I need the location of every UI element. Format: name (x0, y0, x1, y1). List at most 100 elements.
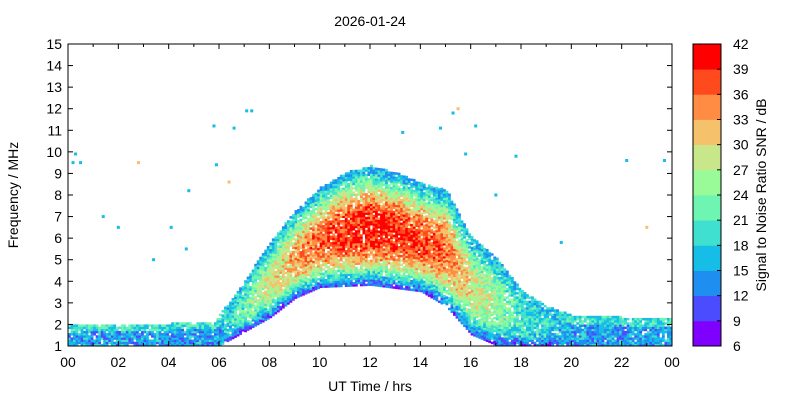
heatmap-cell (309, 201, 313, 204)
heatmap-cell (118, 339, 122, 342)
heatmap-cell (435, 273, 439, 276)
heatmap-cell (445, 238, 449, 241)
heatmap-cell (460, 300, 464, 303)
heatmap-cell (329, 216, 333, 219)
heatmap-cell (344, 241, 348, 244)
heatmap-cell (412, 245, 416, 249)
heatmap-cell (468, 259, 471, 262)
heatmap-cell (362, 219, 366, 222)
heatmap-cell (264, 277, 268, 281)
heatmap-cell (357, 236, 361, 239)
heatmap-cell (463, 251, 466, 254)
heatmap-cell (211, 324, 215, 327)
heatmap-cell (448, 279, 451, 283)
heatmap-cell (468, 321, 471, 325)
heatmap-cell (120, 343, 124, 347)
heatmap-cell (332, 265, 336, 269)
heatmap-cell (359, 247, 363, 250)
heatmap-cell (422, 192, 426, 195)
heatmap-cell (251, 314, 255, 318)
heatmap-cell (475, 320, 479, 323)
heatmap-cell (281, 254, 285, 257)
heatmap-cell (385, 278, 388, 282)
heatmap-cell (468, 252, 471, 256)
heatmap-cell (465, 312, 469, 315)
heatmap-cell (460, 317, 464, 320)
heatmap-cell (460, 313, 464, 316)
heatmap-cell (420, 182, 424, 185)
heatmap-cell (420, 216, 424, 220)
heatmap-cell (420, 192, 424, 196)
heatmap-cell (405, 186, 409, 190)
heatmap-cell (256, 292, 260, 296)
heatmap-cell (460, 298, 464, 301)
heatmap-cell (256, 262, 260, 265)
heatmap-cell (279, 230, 283, 233)
heatmap-cell (349, 221, 353, 225)
heatmap-cell (354, 253, 358, 257)
heatmap-cell (422, 220, 426, 223)
heatmap-cell (377, 271, 381, 274)
heatmap-cell (432, 202, 436, 206)
heatmap-cell (407, 277, 411, 280)
heatmap-cell (352, 232, 356, 235)
heatmap-cell (448, 217, 451, 220)
heatmap-cell (407, 266, 411, 270)
heatmap-cell (432, 219, 436, 223)
heatmap-cell (266, 250, 270, 253)
heatmap-cell (334, 196, 338, 199)
heatmap-cell (312, 275, 315, 279)
heatmap-cell (387, 216, 391, 220)
heatmap-cell (299, 289, 303, 293)
heatmap-cell (422, 235, 426, 238)
heatmap-cell (103, 333, 107, 336)
heatmap-cell (437, 214, 441, 217)
heatmap-cell (430, 278, 434, 282)
heatmap-cell (95, 324, 99, 327)
heatmap-cell (420, 223, 424, 226)
heatmap-cell (332, 200, 336, 204)
heatmap-cell (385, 274, 388, 278)
heatmap-cell (407, 286, 411, 289)
heatmap-cell (402, 240, 406, 243)
heatmap-cell (342, 265, 346, 268)
heatmap-cell (415, 252, 419, 256)
heatmap-cell (395, 247, 398, 251)
heatmap-cell (463, 277, 466, 280)
heatmap-cell (415, 241, 419, 245)
heatmap-cell (478, 271, 482, 275)
heatmap-cell (478, 301, 482, 305)
heatmap-cell (455, 298, 459, 302)
heatmap-cell (437, 199, 441, 202)
heatmap-cell (297, 241, 300, 244)
heatmap-cell (442, 199, 446, 203)
heatmap-cell (274, 251, 278, 254)
heatmap-cell (430, 261, 434, 264)
heatmap-cell (148, 330, 152, 334)
heatmap-cell (319, 274, 323, 278)
heatmap-cell (392, 271, 396, 274)
heatmap-cell (239, 289, 242, 292)
heatmap-cell (291, 287, 295, 290)
heatmap-cell (435, 296, 439, 300)
heatmap-cell (435, 217, 439, 220)
heatmap-cell (317, 219, 320, 223)
heatmap-cell (256, 309, 260, 313)
heatmap-cell (392, 195, 396, 199)
heatmap-cell (259, 304, 263, 307)
heatmap-cell (347, 178, 351, 182)
heatmap-cell (317, 265, 320, 268)
heatmap-cell (395, 219, 398, 223)
heatmap-cell (357, 262, 361, 265)
heatmap-cell (307, 206, 310, 210)
heatmap-cell (332, 216, 336, 219)
heatmap-cell (322, 283, 325, 286)
heatmap-cell (324, 263, 328, 267)
heatmap-cell (347, 230, 351, 233)
heatmap-cell (339, 189, 343, 193)
heatmap-cell (322, 259, 325, 263)
heatmap-cell (359, 212, 363, 216)
heatmap-cell (465, 267, 469, 270)
heatmap-cell (387, 197, 391, 200)
heatmap-cell (392, 258, 396, 261)
